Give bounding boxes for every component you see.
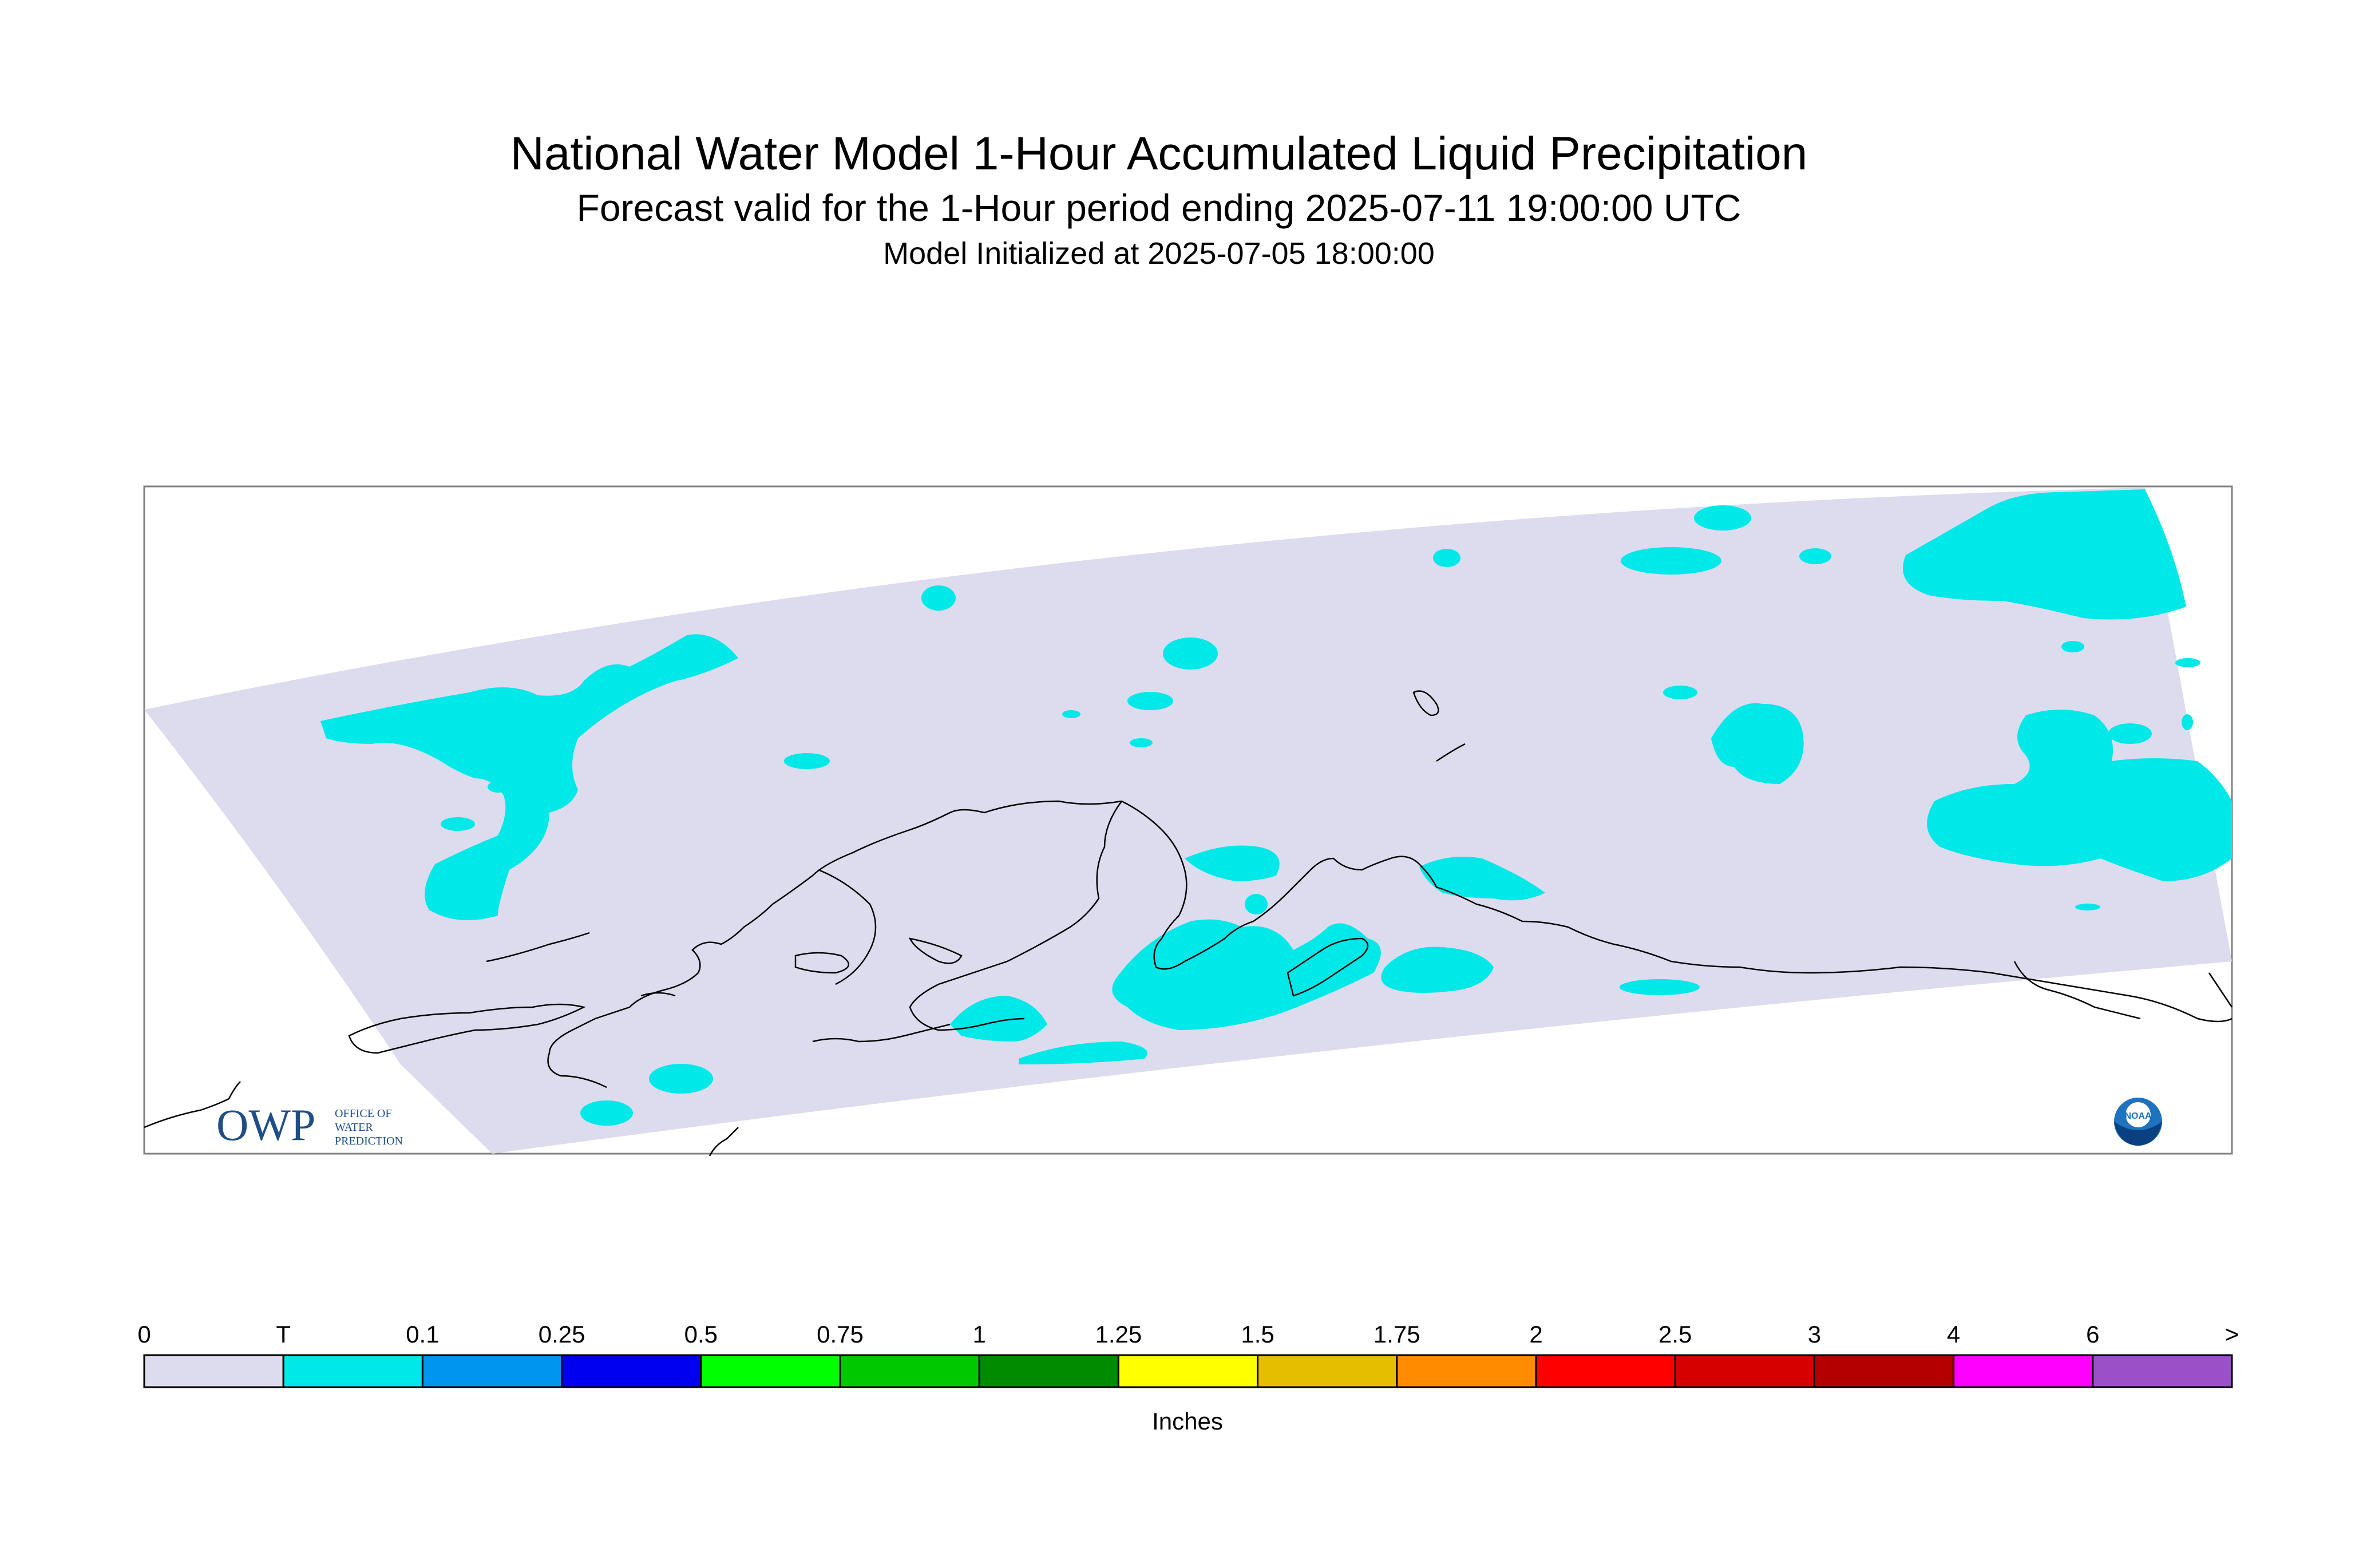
- colorbar: 0 T 0.1 0.25 0.5 0.75 1 1.25 1.5 1.75 2 2.5 3 4 6 >: [137, 1321, 2239, 1388]
- precip-area-east-center: [1711, 703, 1804, 784]
- noaa-logo: NOAA: [2114, 1098, 2162, 1146]
- precip-blob: [1433, 549, 1460, 567]
- precip-blob: [1062, 710, 1080, 718]
- coastline-st-lawrence: [908, 937, 963, 964]
- coastline-pribilof: [486, 932, 590, 963]
- map-subtitle: Forecast valid for the 1-Hour period end…: [576, 187, 1741, 229]
- precip-blob: [488, 781, 508, 793]
- coastline-aleutian-west: [708, 1127, 739, 1157]
- colorbar-swatch: [1396, 1354, 1537, 1388]
- colorbar-swatch: [1117, 1354, 1259, 1388]
- coastline-southeast: [2013, 961, 2141, 1020]
- precip-blob: [1163, 638, 1218, 670]
- precip-blob: [2182, 714, 2193, 730]
- precip-trace-areas: [320, 489, 2232, 1126]
- precip-blob: [1245, 894, 1268, 914]
- owp-logo-subtext-line1: OFFICE OF: [335, 1107, 391, 1120]
- colorbar-swatch: [282, 1354, 423, 1388]
- coastline-russia-west: [144, 1081, 241, 1129]
- colorbar-tick-label: 1.25: [1095, 1321, 1142, 1348]
- colorbar-tick-label: 6: [2086, 1321, 2099, 1348]
- model-init-line: Model Initialized at 2025-07-05 18:00:00: [883, 236, 1435, 271]
- precip-blob: [1127, 692, 1173, 710]
- precip-blob: [1130, 738, 1153, 747]
- coastline-yukon-river: [818, 869, 877, 985]
- precip-blob: [1694, 505, 1751, 530]
- owp-logo: OWP OFFICE OF WATER PREDICTION: [216, 1100, 403, 1150]
- coastline-island-bering: [640, 992, 676, 997]
- coastline-mainland: [547, 800, 1122, 1088]
- colorbar-tick-label: 1.5: [1241, 1321, 1274, 1348]
- coastline-cook-inlet: [1184, 856, 2232, 1023]
- precip-blob: [2061, 641, 2084, 652]
- map-title: National Water Model 1-Hour Accumulated …: [510, 128, 1808, 180]
- coastline-kodiak-island: [1287, 937, 1369, 997]
- colorbar-swatch: [1953, 1354, 2094, 1388]
- coastline-southeast2: [2208, 972, 2233, 1008]
- colorbar-units: Inches: [1152, 1408, 1223, 1435]
- owp-logo-text: OWP: [216, 1100, 315, 1150]
- precip-blob: [1620, 979, 1700, 995]
- precip-blob: [580, 1100, 633, 1126]
- precip-area-west: [320, 634, 738, 920]
- colorbar-tick-label: 1: [973, 1321, 986, 1348]
- colorbar-swatch: [1535, 1354, 1676, 1388]
- precip-area-northeast: [1903, 489, 2186, 620]
- precip-blob: [441, 817, 475, 831]
- precip-area-kodiak: [1381, 947, 1494, 993]
- colorbar-swatch: [2092, 1354, 2233, 1388]
- colorbar-tick-label: >: [2225, 1321, 2239, 1348]
- precip-blob: [2175, 658, 2200, 667]
- colorbar-swatch: [700, 1354, 841, 1388]
- colorbar-tick-label: 0.1: [406, 1321, 439, 1348]
- owp-logo-subtext-line2: WATER: [335, 1121, 373, 1134]
- colorbar-tick-label: 0.25: [539, 1321, 585, 1348]
- precip-blob: [921, 585, 956, 611]
- noaa-logo-text: NOAA: [2124, 1111, 2152, 1121]
- precip-area-alaska-pen: [1112, 919, 1381, 1030]
- precip-blob: [1621, 547, 1721, 575]
- colorbar-swatch: [421, 1354, 563, 1388]
- precip-blob: [1196, 928, 1242, 944]
- colorbar-swatch: [1674, 1354, 1815, 1388]
- colorbar-swatch: [143, 1354, 284, 1388]
- owp-logo-subtext-line3: PREDICTION: [335, 1135, 403, 1147]
- colorbar-swatch: [978, 1354, 1119, 1388]
- coastline-island-north: [1412, 690, 1439, 716]
- coastline-bristol-bay: [909, 801, 1123, 1031]
- coastlines: [144, 690, 2233, 1157]
- colorbar-tick-label: 0: [137, 1321, 151, 1348]
- coastline-norton-sound: [1121, 800, 1188, 970]
- precip-area-east: [1927, 710, 2232, 881]
- colorbar-tick-label: 3: [1808, 1321, 1821, 1348]
- colorbar-tick-label: 0.5: [684, 1321, 718, 1348]
- colorbar-tick-label: 4: [1947, 1321, 1960, 1348]
- colorbar-swatch: [839, 1354, 980, 1388]
- colorbar-tick-label: 1.75: [1373, 1321, 1420, 1348]
- colorbar-swatch: [561, 1354, 702, 1388]
- precip-blob: [2108, 723, 2152, 744]
- colorbar-tick-label: 2.5: [1658, 1321, 1692, 1348]
- precip-area-bristol: [1419, 857, 1545, 901]
- colorbar-tick-label: 0.75: [817, 1321, 864, 1348]
- precip-area-peninsula-west: [950, 996, 1047, 1042]
- precip-blob: [2075, 904, 2100, 910]
- colorbar-swatch: [1257, 1354, 1398, 1388]
- precip-blob: [649, 1064, 713, 1094]
- precip-blob: [784, 753, 830, 769]
- coastline-island-north2: [1436, 743, 1466, 762]
- colorbar-tick-label: T: [276, 1321, 291, 1348]
- colorbar-tick-label: 2: [1529, 1321, 1542, 1348]
- coastline-aleutians: [812, 1023, 951, 1043]
- coastline-chukotka: [348, 1003, 586, 1054]
- precip-area-kenai: [1185, 845, 1280, 881]
- coastline-nunivak: [794, 952, 849, 974]
- precip-blob: [1663, 686, 1697, 699]
- precip-area-aleutian: [1019, 1042, 1147, 1064]
- colorbar-swatch: [1813, 1354, 1955, 1388]
- precip-blob: [1799, 548, 1831, 564]
